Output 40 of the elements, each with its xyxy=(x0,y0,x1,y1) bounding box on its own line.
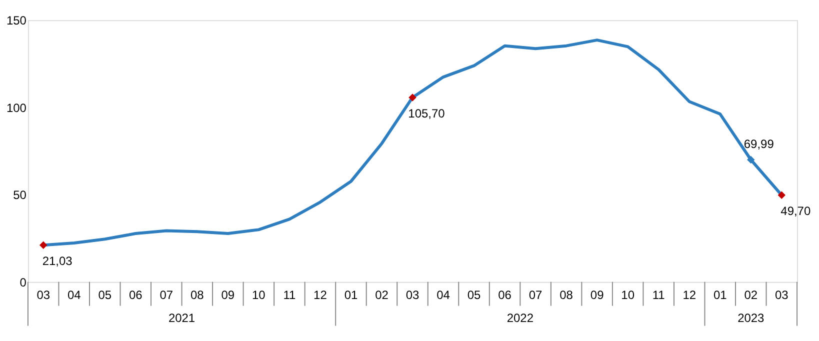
x-tick-label: 07 xyxy=(160,288,174,302)
y-tick-label: 100 xyxy=(6,100,27,115)
x-tick-label: 03 xyxy=(406,288,420,302)
x-tick-label: 03 xyxy=(774,288,789,302)
x-tick-label: 10 xyxy=(621,288,635,302)
data-label: 105,70 xyxy=(408,106,446,120)
x-tick-label: 10 xyxy=(252,288,266,302)
point xyxy=(778,191,786,200)
x-tick-label: 04 xyxy=(436,288,450,302)
x-tick-label: 06 xyxy=(128,288,143,302)
data-label: 49,70 xyxy=(780,204,811,218)
point xyxy=(39,241,48,250)
x-tick-label: 02 xyxy=(375,288,389,302)
data-label: 69,99 xyxy=(744,136,774,151)
point xyxy=(747,156,755,164)
x-tick-label: 01 xyxy=(713,288,728,302)
x-tick-label: 07 xyxy=(528,288,543,302)
text: 2021 xyxy=(168,310,196,325)
x-tick-label: 05 xyxy=(98,288,112,302)
x-tick-label: 03 xyxy=(36,288,50,302)
x-tick-label: 08 xyxy=(190,288,204,302)
text: 2023 xyxy=(738,310,765,325)
x-tick-label: 05 xyxy=(467,288,482,302)
x-tick-label: 11 xyxy=(283,288,296,302)
x-tick-label: 09 xyxy=(590,288,604,302)
x-tick-label: 12 xyxy=(314,288,328,302)
x-tick-label: 04 xyxy=(67,288,82,302)
y-tick-label: 0 xyxy=(20,275,27,290)
x-tick-label: 02 xyxy=(744,288,758,302)
text: 2022 xyxy=(506,310,534,325)
x-tick-label: 01 xyxy=(344,288,358,302)
y-tick-label: 50 xyxy=(13,188,27,202)
x-tick-label: 12 xyxy=(682,288,696,302)
point xyxy=(408,94,416,102)
x-tick-label: 08 xyxy=(560,288,574,302)
x-tick-label: 11 xyxy=(652,288,666,302)
x-tick-label: 09 xyxy=(221,288,235,302)
data-label: 21,03 xyxy=(42,254,73,268)
y-tick-label: 150 xyxy=(6,14,27,28)
x-tick-label: 06 xyxy=(498,288,512,302)
